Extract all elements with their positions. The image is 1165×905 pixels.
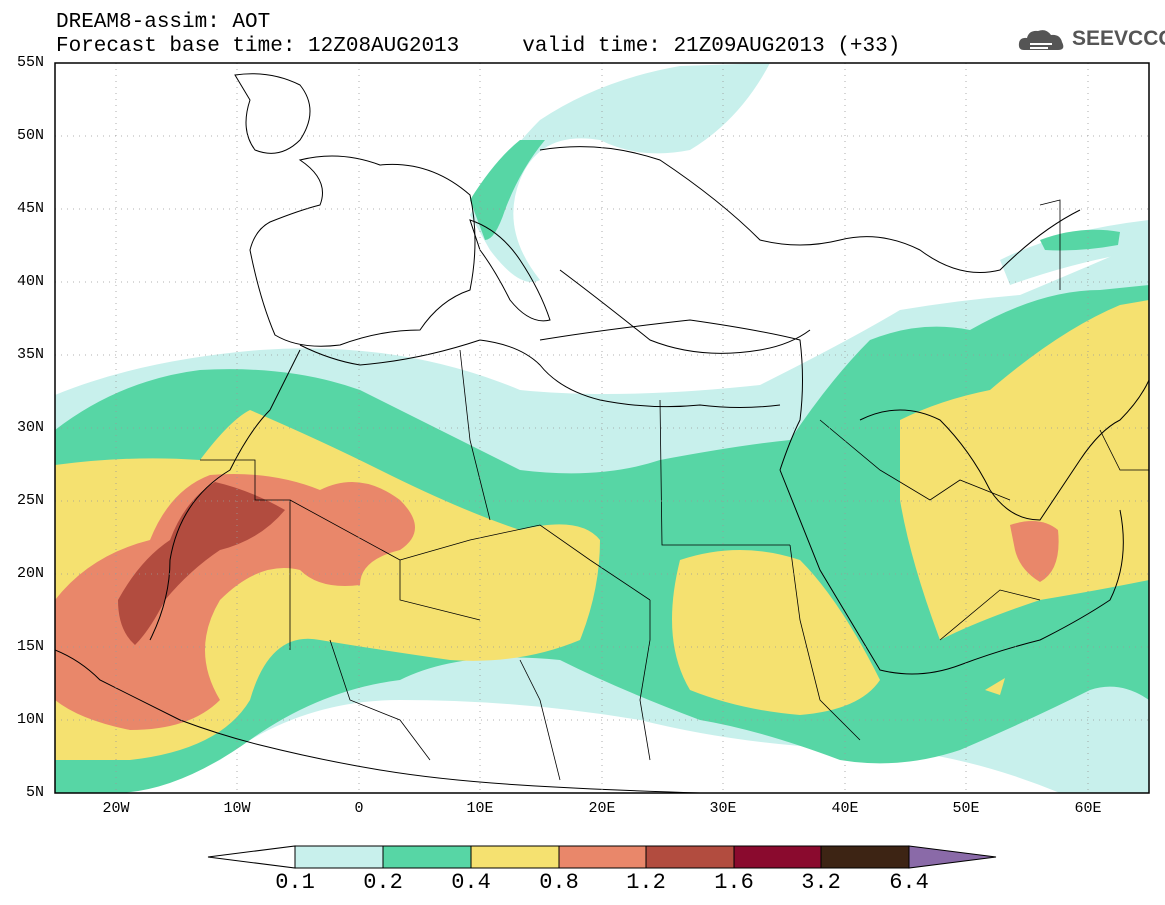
- colorbar-label: 0.8: [539, 870, 579, 895]
- lat-label: 55N: [16, 54, 44, 71]
- colorbar-label: 1.2: [626, 870, 666, 895]
- lon-label: 10E: [466, 800, 494, 817]
- aot-band-0.8: [55, 474, 1059, 730]
- aot-band-1.2: [118, 482, 285, 645]
- colorbar-label: 0.1: [275, 870, 315, 895]
- lon-label: 0: [354, 800, 364, 817]
- lon-label: 10W: [223, 800, 251, 817]
- lat-label: 35N: [16, 346, 44, 363]
- lon-label: 50E: [952, 800, 980, 817]
- lat-label: 5N: [25, 784, 44, 801]
- lat-label: 25N: [16, 492, 44, 509]
- lon-label: 20W: [102, 800, 130, 817]
- colorbar-label: 0.2: [363, 870, 403, 895]
- country-borders: [200, 199, 1149, 781]
- colorbar-label: 6.4: [889, 870, 929, 895]
- lon-label: 20E: [588, 800, 616, 817]
- lon-label: 60E: [1074, 800, 1102, 817]
- forecast-times: Forecast base time: 12Z08AUG2013 valid t…: [56, 35, 901, 58]
- lat-label: 15N: [16, 638, 44, 655]
- lat-label: 45N: [16, 200, 44, 217]
- cloud-logo-icon: [1018, 30, 1064, 50]
- colorbar: [207, 845, 997, 869]
- map-frame: [54, 62, 1150, 794]
- colorbar-label: 0.4: [451, 870, 491, 895]
- coastlines: [55, 73, 1149, 793]
- colorbar-label: 1.6: [714, 870, 754, 895]
- logo-text: SEEVCCC: [1072, 27, 1165, 50]
- lat-label: 10N: [16, 711, 44, 728]
- lon-label: 30E: [709, 800, 737, 817]
- lat-label: 20N: [16, 565, 44, 582]
- lon-label: 40E: [831, 800, 859, 817]
- aot-band-0.2: [55, 140, 1149, 793]
- colorbar-label: 3.2: [801, 870, 841, 895]
- lat-lon-grid: [55, 63, 1149, 793]
- map-title: DREAM8-assim: AOT: [56, 11, 271, 34]
- lat-label: 40N: [16, 273, 44, 290]
- lat-label: 50N: [16, 127, 44, 144]
- lat-label: 30N: [16, 419, 44, 436]
